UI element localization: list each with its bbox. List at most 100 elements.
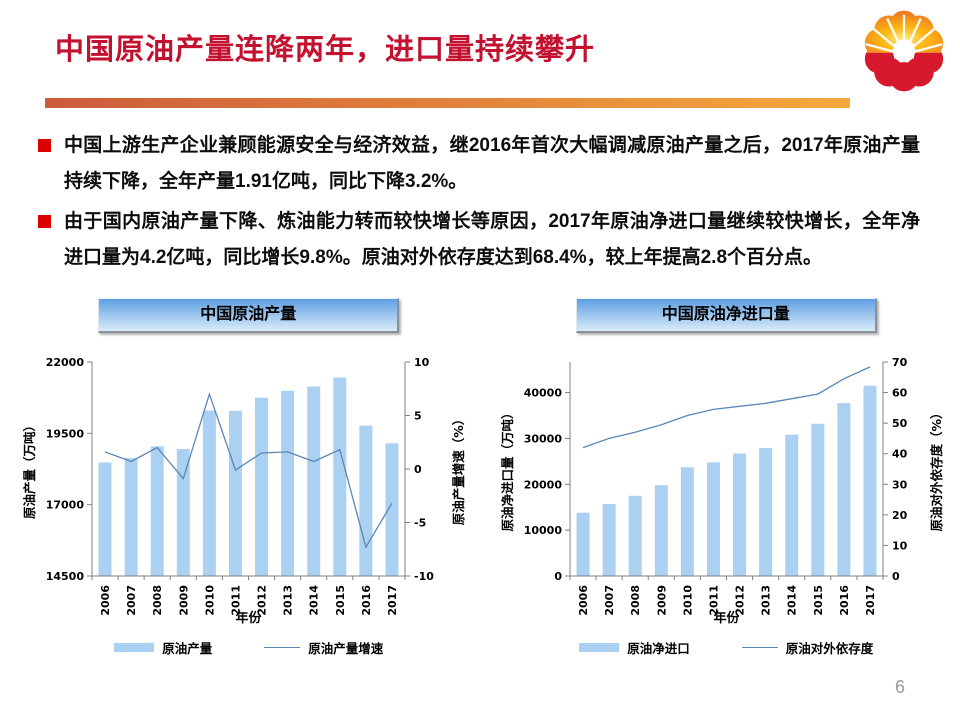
svg-text:原油产量（万吨）: 原油产量（万吨） bbox=[22, 419, 37, 519]
svg-text:20000: 20000 bbox=[523, 478, 562, 491]
bar-series bbox=[98, 377, 399, 576]
svg-text:2008: 2008 bbox=[151, 585, 164, 616]
bar-2009 bbox=[654, 485, 668, 576]
bar-swatch-icon bbox=[114, 643, 155, 652]
bar-2007 bbox=[602, 504, 616, 576]
chart-title: 中国原油产量 bbox=[200, 306, 297, 323]
bar-2017 bbox=[385, 443, 399, 576]
legend-label: 原油产量增速 bbox=[308, 642, 384, 656]
bar-2015 bbox=[333, 377, 347, 576]
bar-2013 bbox=[758, 448, 772, 576]
bullet-square-icon bbox=[38, 215, 51, 228]
svg-text:17000: 17000 bbox=[46, 499, 85, 512]
bar-2009 bbox=[176, 449, 190, 576]
bar-2012 bbox=[255, 397, 269, 576]
svg-text:20: 20 bbox=[892, 509, 908, 522]
axis-labels: 14500 17000 19500 22000 -10 -5 0 5 10 2006 2007 200… bbox=[22, 356, 466, 626]
svg-text:-5: -5 bbox=[414, 517, 426, 530]
bar-2011 bbox=[706, 462, 720, 576]
bar-2017 bbox=[862, 385, 876, 576]
svg-text:0: 0 bbox=[892, 570, 900, 583]
svg-text:70: 70 bbox=[892, 356, 908, 369]
svg-text:2014: 2014 bbox=[308, 585, 321, 616]
line-swatch-icon bbox=[264, 647, 301, 648]
bullet-text: 由于国内原油产量下降、炼油能力转而较快增长等原因，2017年原油净进口量继续较快… bbox=[64, 211, 920, 268]
svg-text:2011: 2011 bbox=[707, 585, 720, 616]
svg-text:2010: 2010 bbox=[203, 585, 216, 616]
bar-series bbox=[576, 385, 876, 576]
svg-text:2009: 2009 bbox=[177, 585, 190, 616]
svg-text:2012: 2012 bbox=[256, 585, 269, 616]
axes bbox=[564, 361, 888, 580]
svg-text:40: 40 bbox=[892, 448, 908, 461]
svg-text:2007: 2007 bbox=[603, 585, 616, 616]
svg-text:5: 5 bbox=[414, 410, 422, 423]
bar-2007 bbox=[124, 458, 138, 576]
bar-2006 bbox=[98, 462, 112, 576]
svg-text:原油产量增速（%）: 原油产量增速（%） bbox=[451, 413, 466, 526]
bar-2013 bbox=[281, 390, 295, 576]
svg-text:2017: 2017 bbox=[863, 585, 876, 616]
svg-text:年份: 年份 bbox=[713, 610, 740, 626]
svg-text:2010: 2010 bbox=[681, 585, 694, 616]
chart-net-imports: 中国原油净进口量 0 10000 20000 30000 40000 0 10 20 30 40 5… bbox=[498, 298, 956, 657]
svg-text:2006: 2006 bbox=[99, 585, 112, 616]
svg-text:2008: 2008 bbox=[629, 585, 642, 616]
svg-text:2011: 2011 bbox=[229, 585, 242, 616]
title-divider-bar bbox=[45, 98, 850, 108]
bullet-item: 中国上游生产企业兼顾能源安全与经济效益，继2016年首次大幅调减原油产量之后，2… bbox=[38, 128, 920, 200]
bar-2008 bbox=[628, 495, 642, 576]
svg-text:2015: 2015 bbox=[334, 585, 347, 616]
svg-text:19500: 19500 bbox=[46, 427, 85, 440]
axes bbox=[87, 361, 410, 580]
svg-text:2013: 2013 bbox=[759, 585, 772, 616]
chart-net-imports-title-banner: 中国原油净进口量 bbox=[575, 298, 877, 333]
svg-text:40000: 40000 bbox=[523, 387, 562, 400]
bar-2010 bbox=[202, 410, 216, 576]
svg-text:10000: 10000 bbox=[523, 524, 562, 537]
svg-text:2015: 2015 bbox=[811, 585, 824, 616]
bar-2012 bbox=[732, 453, 746, 576]
production-bar-line-chart: 14500 17000 19500 22000 -10 -5 0 5 10 2006 2007 200… bbox=[22, 356, 466, 626]
bar-2016 bbox=[836, 403, 850, 576]
svg-text:2014: 2014 bbox=[785, 585, 798, 616]
production-chart-legend: 原油产量 原油产量增速 bbox=[20, 638, 478, 657]
svg-text:2009: 2009 bbox=[655, 585, 668, 616]
bar-2010 bbox=[680, 467, 694, 576]
net-imports-bar-line-chart: 0 10000 20000 30000 40000 0 10 20 30 40 50 60 70 2006… bbox=[500, 356, 944, 626]
petrochina-logo-image bbox=[864, 10, 944, 92]
axis-labels: 0 10000 20000 30000 40000 0 10 20 30 40 50 60 70 2006… bbox=[500, 356, 944, 626]
chart-production: 中国原油产量 14500 17000 19500 22000 -10 -5 0 5 10 2006… bbox=[20, 298, 478, 657]
svg-text:30000: 30000 bbox=[523, 432, 562, 445]
svg-text:10: 10 bbox=[414, 356, 430, 369]
line-series bbox=[104, 392, 393, 549]
svg-text:2016: 2016 bbox=[837, 585, 850, 616]
page-title: 中国原油产量连降两年，进口量持续攀升 bbox=[55, 32, 596, 66]
bar-2008 bbox=[150, 446, 164, 576]
svg-text:50: 50 bbox=[892, 417, 908, 430]
legend-label: 原油净进口 bbox=[627, 642, 690, 656]
bar-2016 bbox=[359, 425, 373, 576]
page-number: 6 bbox=[894, 677, 905, 697]
bar-2014 bbox=[307, 386, 321, 576]
petrochina-logo bbox=[860, 8, 948, 99]
svg-text:年份: 年份 bbox=[235, 610, 262, 626]
legend-label: 原油产量 bbox=[162, 642, 213, 656]
bar-2014 bbox=[784, 434, 798, 576]
svg-text:22000: 22000 bbox=[46, 356, 85, 369]
svg-text:2012: 2012 bbox=[733, 585, 746, 616]
svg-text:14500: 14500 bbox=[46, 570, 85, 583]
svg-text:2017: 2017 bbox=[386, 585, 399, 616]
svg-text:2007: 2007 bbox=[125, 585, 138, 616]
chart-title: 中国原油净进口量 bbox=[661, 306, 790, 323]
svg-text:10: 10 bbox=[892, 539, 908, 552]
svg-text:60: 60 bbox=[892, 387, 908, 400]
svg-text:2006: 2006 bbox=[577, 585, 590, 616]
chart-production-title-banner: 中国原油产量 bbox=[98, 298, 400, 333]
charts-row: 中国原油产量 14500 17000 19500 22000 -10 -5 0 5 10 2006… bbox=[0, 276, 960, 657]
net-imports-chart-legend: 原油净进口 原油对外依存度 bbox=[498, 638, 956, 657]
bullet-item: 由于国内原油产量下降、炼油能力转而较快增长等原因，2017年原油净进口量继续较快… bbox=[38, 204, 920, 276]
svg-text:原油净进口量（万吨）: 原油净进口量（万吨） bbox=[500, 406, 515, 531]
bar-2006 bbox=[576, 512, 590, 576]
